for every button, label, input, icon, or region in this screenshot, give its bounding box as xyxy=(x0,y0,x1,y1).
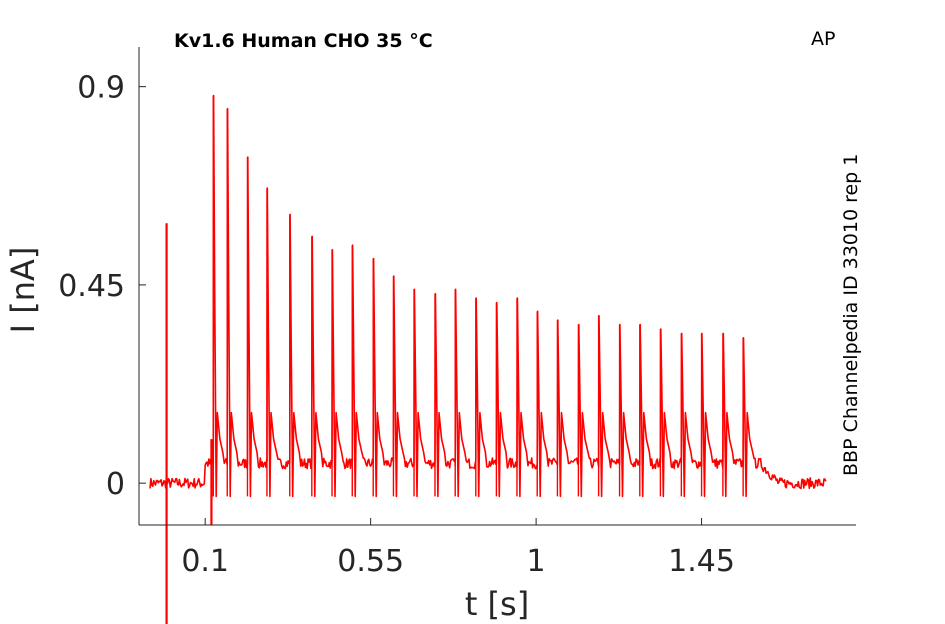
corner-label: AP xyxy=(811,28,835,50)
y-tick-label: 0.9 xyxy=(77,71,125,106)
chart-title: Kv1.6 Human CHO 35 °C xyxy=(174,30,433,52)
ticks: 0.1 0.55 1 1.45 0 0.45 0.9 xyxy=(58,71,735,579)
x-tick-label: 1 xyxy=(527,544,546,579)
axes xyxy=(138,47,856,526)
side-label: BBP Channelpedia ID 33010 rep 1 xyxy=(840,154,862,476)
x-tick-label: 0.55 xyxy=(337,544,404,579)
y-tick-label: 0.45 xyxy=(58,269,125,304)
y-tick-label: 0 xyxy=(106,467,125,502)
x-tick-label: 1.45 xyxy=(668,544,735,579)
x-tick-label: 0.1 xyxy=(181,544,229,579)
y-axis-label: I [nA] xyxy=(4,247,42,334)
current-trace-line xyxy=(149,94,827,498)
x-axis-label: t [s] xyxy=(465,585,529,623)
current-trace-series xyxy=(149,94,827,624)
